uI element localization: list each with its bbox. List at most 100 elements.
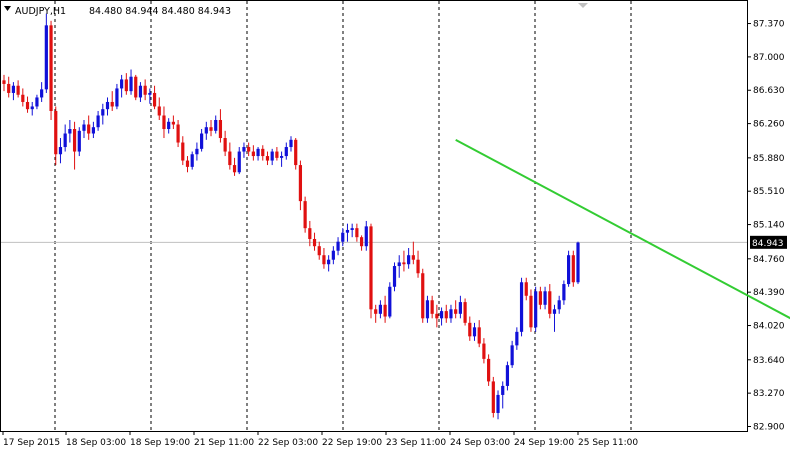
- candle-body: [82, 124, 86, 131]
- candle-body: [331, 250, 335, 260]
- candle: [383, 295, 387, 323]
- candle-body: [359, 237, 364, 247]
- candle: [35, 94, 39, 110]
- candle: [129, 69, 133, 95]
- candle: [101, 103, 105, 125]
- candle: [317, 241, 321, 260]
- candle: [430, 295, 434, 319]
- candle: [275, 147, 279, 161]
- candle: [251, 145, 255, 161]
- candle-body: [519, 282, 524, 332]
- x-tick-label: 22 Sep 19:00: [322, 438, 382, 448]
- candle: [463, 298, 467, 326]
- candle-body: [270, 151, 274, 161]
- candle-body: [214, 119, 218, 131]
- candle-body: [458, 302, 462, 314]
- candle: [242, 142, 246, 158]
- candle: [96, 110, 100, 131]
- candle-body: [7, 83, 11, 93]
- candle: [312, 232, 317, 251]
- price-axis: 87.370 87.000 86.630 86.260 85.880 85.510 85.1…: [747, 20, 785, 432]
- candle: [72, 121, 77, 170]
- candle: [40, 82, 44, 102]
- candle-body: [501, 385, 505, 395]
- candle: [491, 376, 495, 418]
- candle: [162, 106, 166, 139]
- y-tick-label: 84.390: [753, 288, 785, 298]
- candle-body: [477, 327, 481, 344]
- candle: [392, 262, 397, 292]
- candle-body: [247, 147, 251, 152]
- candle: [576, 241, 580, 285]
- trend-line[interactable]: [455, 138, 790, 371]
- candle-body: [223, 138, 227, 152]
- candle-body: [256, 148, 260, 157]
- candle-body: [298, 165, 303, 202]
- candle: [416, 250, 420, 278]
- dropdown-triangle-icon[interactable]: [4, 6, 11, 11]
- candle: [336, 237, 340, 256]
- candle: [364, 220, 368, 251]
- candle: [171, 115, 175, 130]
- x-tick-label: 18 Sep 03:00: [66, 438, 126, 448]
- candle: [58, 138, 63, 164]
- candle: [472, 322, 477, 341]
- candle-body: [200, 133, 204, 149]
- candle: [115, 83, 119, 110]
- candle-body: [129, 76, 133, 92]
- candle: [322, 248, 326, 269]
- x-tick-label: 18 Sep 19:00: [130, 438, 190, 448]
- candle: [77, 127, 81, 157]
- candle-body: [25, 101, 30, 110]
- candle-body: [176, 124, 180, 143]
- x-tick-label: 17 Sep 2015: [3, 438, 60, 448]
- scroll-marker-icon[interactable]: [578, 3, 588, 8]
- y-tick-label: 82.900: [753, 422, 785, 432]
- candle: [515, 327, 519, 350]
- candle: [557, 295, 561, 314]
- candle-body: [35, 97, 39, 107]
- candle: [439, 307, 444, 326]
- candle: [265, 151, 270, 166]
- candle: [359, 235, 364, 251]
- candle: [270, 148, 274, 166]
- ohlc-values: 84.480 84.944 84.480 84.943: [89, 6, 231, 17]
- candle-body: [529, 295, 533, 328]
- x-tick-label: 23 Sep 11:00: [386, 438, 446, 448]
- candle: [185, 156, 190, 173]
- candle-body: [538, 291, 542, 305]
- candle: [345, 223, 350, 242]
- candle-body: [562, 284, 566, 301]
- candle-body: [383, 304, 387, 317]
- candle-body: [21, 94, 25, 102]
- candle-body: [454, 309, 458, 314]
- candle-body: [548, 291, 552, 314]
- candle-body: [171, 121, 175, 125]
- y-tick-label: 83.640: [753, 356, 785, 366]
- candle: [487, 354, 491, 386]
- candle: [298, 160, 303, 211]
- candle: [355, 223, 359, 242]
- candle: [256, 147, 260, 161]
- candle-body: [294, 139, 298, 166]
- candle-body: [557, 300, 561, 310]
- candle-body: [289, 139, 293, 148]
- candle: [2, 74, 6, 92]
- candle: [232, 157, 237, 176]
- candle: [543, 286, 547, 310]
- candle: [369, 223, 373, 319]
- candle-body: [242, 147, 246, 152]
- candle-body: [567, 255, 571, 285]
- candle-body: [40, 89, 44, 98]
- candle-body: [124, 79, 128, 92]
- candle-body: [152, 92, 157, 107]
- candle: [477, 320, 481, 348]
- candle-body: [265, 156, 270, 161]
- candle-body: [190, 154, 194, 167]
- candle: [30, 101, 34, 116]
- candle: [284, 142, 288, 160]
- candle-body: [571, 255, 575, 283]
- candle-body: [167, 121, 171, 130]
- candle-body: [110, 101, 114, 107]
